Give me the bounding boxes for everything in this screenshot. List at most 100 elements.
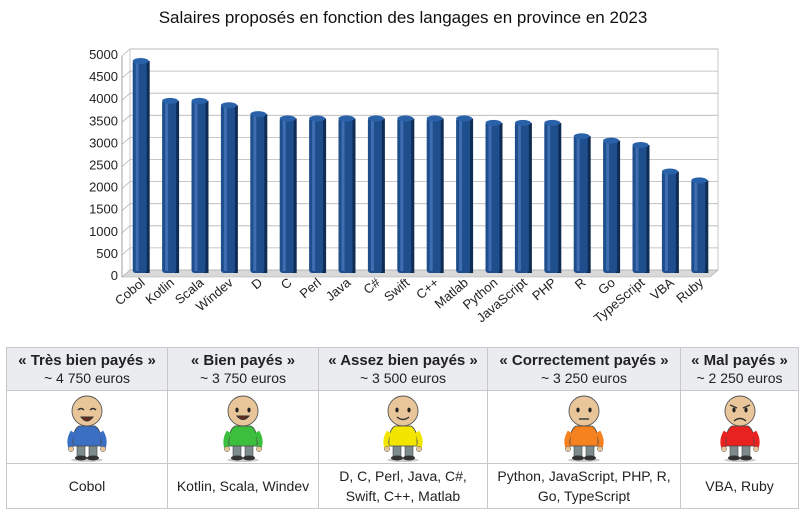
bar-top [279,115,296,122]
bar-top [132,58,149,65]
tier-header-cell: « Bien payés » ~ 3 750 euros [167,347,319,391]
y-tick-label: 4000 [89,91,118,106]
x-tick-label: Ruby [673,274,706,305]
tier-languages: D, C, Perl, Java, C#, Swift, C++, Matlab [318,463,488,509]
bar-top [514,119,531,126]
bar-highlight [606,141,610,271]
gridline-side [121,269,131,278]
bar-top [544,119,561,126]
bar [485,119,503,274]
y-tick-label: 2000 [89,180,118,195]
gridline-side [121,137,131,145]
x-tick-label: C# [360,274,383,297]
tier-face-cell [487,390,681,464]
tier-header-cell: « Mal payés » ~ 2 250 euros [680,347,799,391]
gridline-side [121,247,131,256]
bar-front [309,117,324,273]
bar [456,115,474,273]
bar-side [174,100,180,273]
chart-title: Salaires proposés en fonction des langag… [158,8,648,27]
bar [338,115,356,273]
x-tick-label: Swift [381,275,413,305]
bar-front [573,135,588,273]
character-drawing [223,395,263,462]
tier-languages: Kotlin, Scala, Windev [167,463,319,509]
y-tick-label: 1000 [89,224,118,239]
bar-side [144,61,150,273]
bar [191,97,209,273]
bar [514,119,532,274]
bar-front [661,170,676,273]
bar-side [585,136,591,273]
tier-amount: ~ 2 250 euros [696,370,783,386]
bar-side [468,118,474,273]
bar-side [438,118,444,273]
tier-label: « Mal payés » [691,352,788,369]
bar-top [456,115,473,122]
bar-side [497,122,503,274]
y-tick-label: 2500 [89,158,118,173]
bar-top [426,115,443,122]
x-tick-label: Kotlin [142,275,177,307]
character-drawing [67,395,107,462]
bar-highlight [370,119,374,271]
bar-highlight [400,119,404,271]
tier-label: « Correctement payés » [499,352,669,369]
bar-top [220,102,237,109]
bar-top [309,115,326,122]
bar-top [250,111,267,118]
bar-front [367,117,382,273]
gridline-side [121,181,131,189]
bar-highlight [517,123,521,272]
character-drawing [383,395,423,462]
gridline-side [121,48,131,57]
bar [220,102,238,273]
bar-top [573,133,590,140]
bar-front [485,121,500,274]
bar-front [603,139,618,273]
bar-side [526,122,532,274]
x-tick-label: VBA [647,275,677,303]
x-tick-label: Java [323,274,354,304]
bar-highlight [694,181,698,271]
bar-front [162,99,177,273]
character-icon [488,392,680,462]
bar-side [350,118,356,273]
bar [573,133,591,273]
tier-amount: ~ 3 500 euros [359,370,446,386]
x-tick-label: C [278,275,295,293]
gridline-side [121,159,131,167]
bar-front [632,144,647,273]
character-drawing [719,395,760,462]
gridline-side [121,203,131,212]
bar [367,115,385,273]
y-tick-label: 3000 [89,135,118,150]
bar-highlight [253,115,257,271]
salary-tier-table: « Très bien payés » ~ 4 750 euros « Bien… [6,347,799,509]
bar [132,58,150,273]
bar-highlight [135,62,139,271]
bar-front [132,60,147,273]
bar-highlight [341,119,345,271]
bar-side [615,140,621,273]
bar-front [397,117,412,273]
tier-amount: ~ 3 750 euros [199,370,286,386]
bar-top [603,137,620,144]
bar-top [367,115,384,122]
bar-side [262,114,268,273]
bar-front [279,117,294,273]
bar-highlight [282,119,286,271]
bar-side [232,105,238,273]
bar-front [426,117,441,273]
tier-face-row [6,390,799,464]
bar-top [191,97,208,104]
bar [691,177,709,273]
y-tick-label: 1500 [89,202,118,217]
bar-highlight [194,101,198,271]
gridline-side [121,114,131,123]
bar-front [220,104,235,273]
bar-side [203,100,209,273]
bar-front [544,121,559,274]
tier-languages: Cobol [6,463,168,509]
bar [279,115,297,273]
